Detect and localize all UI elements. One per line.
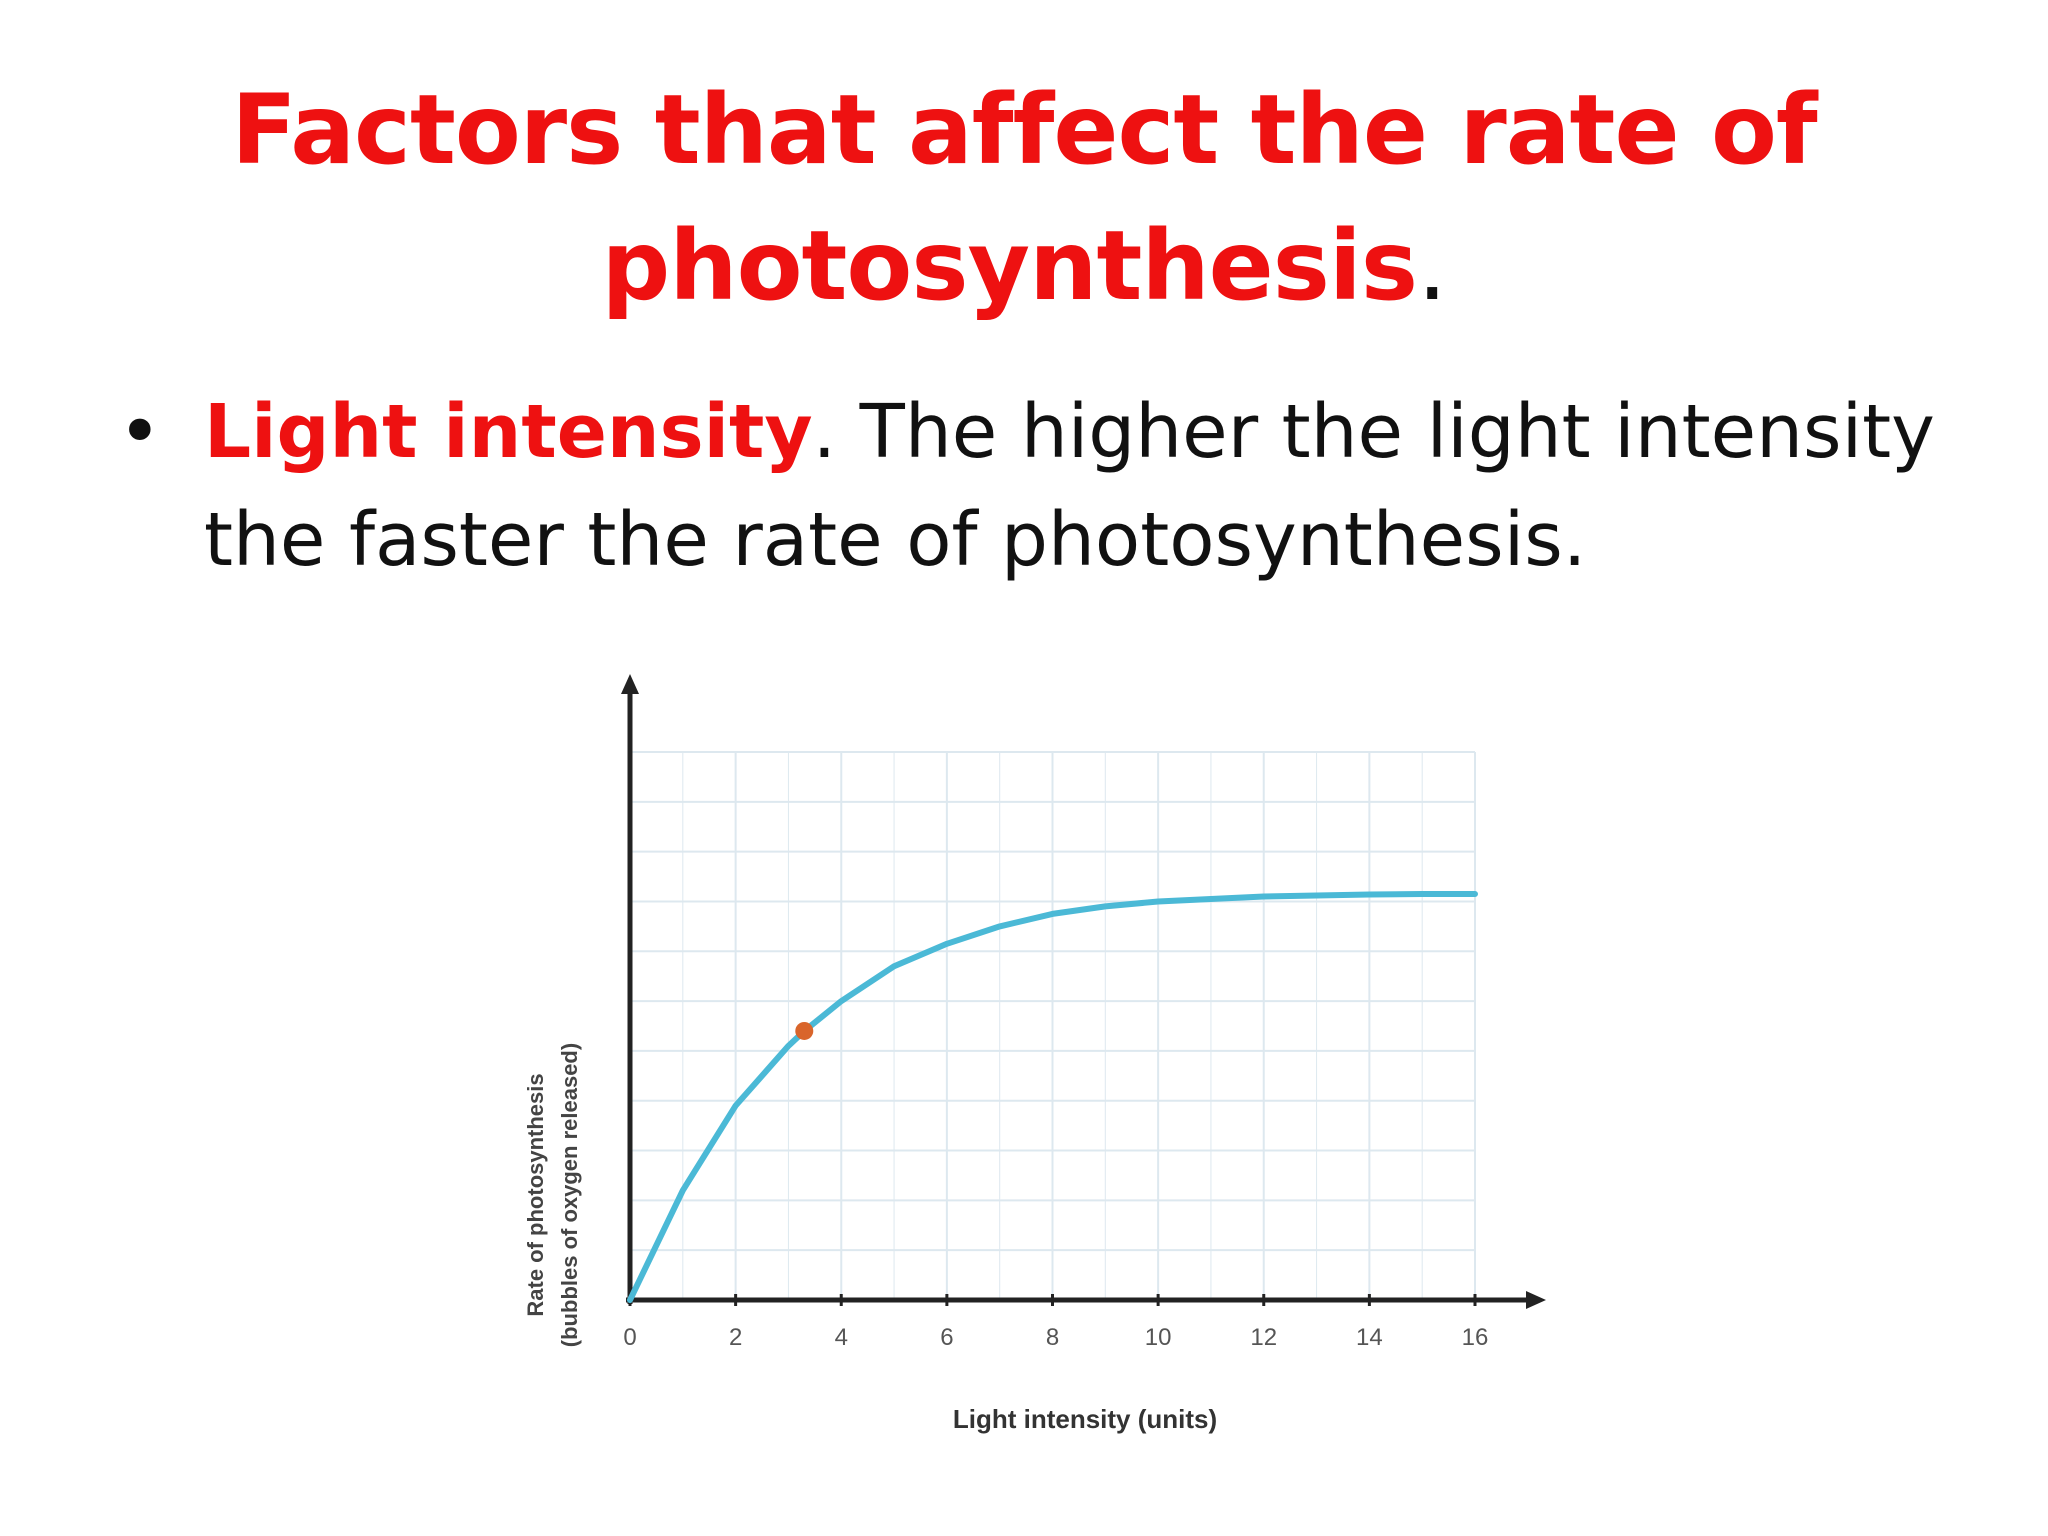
y-axis-label-line1: Rate of photosynthesis <box>523 1073 548 1316</box>
x-tick-label: 2 <box>729 1324 742 1351</box>
y-axis-arrow <box>621 674 639 694</box>
x-axis-arrow <box>1526 1291 1546 1309</box>
y-axis-label-group: Rate of photosynthesis (bubbles of oxyge… <box>523 1043 582 1347</box>
title-text: Factors that affect the rate of photosyn… <box>231 74 1817 322</box>
slide-title: Factors that affect the rate of photosyn… <box>0 62 2048 334</box>
chart-x-ticks: 0 2 4 6 8 10 12 14 16 <box>623 1294 1488 1351</box>
chart-series <box>627 891 1478 1303</box>
x-tick-label: 12 <box>1250 1324 1277 1351</box>
bullet-text-block: Light intensity. The higher the light in… <box>204 378 1994 594</box>
light-intensity-chart: 0 2 4 6 8 10 12 14 16 Light intensity (units) Ra… <box>523 674 1546 1434</box>
x-axis-label: Light intensity (units) <box>953 1404 1217 1434</box>
chart-grid <box>629 751 1476 1300</box>
bullet-key-term: Light intensity <box>204 389 813 475</box>
x-tick-label: 16 <box>1462 1324 1489 1351</box>
x-tick-label: 6 <box>940 1324 953 1351</box>
title-period: . <box>1416 210 1447 322</box>
x-tick-label: 0 <box>623 1324 636 1351</box>
series-line <box>627 891 1478 1303</box>
chart-axes <box>621 674 1546 1309</box>
bullet-period: . <box>812 389 837 475</box>
highlight-point <box>795 1021 814 1040</box>
x-tick-label: 8 <box>1046 1324 1059 1351</box>
x-tick-label: 10 <box>1145 1324 1172 1351</box>
y-axis-label-line2: (bubbles of oxygen released) <box>557 1043 582 1347</box>
x-tick-label: 14 <box>1356 1324 1383 1351</box>
bullet-marker: • <box>118 389 162 475</box>
x-tick-label: 4 <box>835 1324 848 1351</box>
bullet-body: The higher the light intensity the faste… <box>204 389 1935 583</box>
